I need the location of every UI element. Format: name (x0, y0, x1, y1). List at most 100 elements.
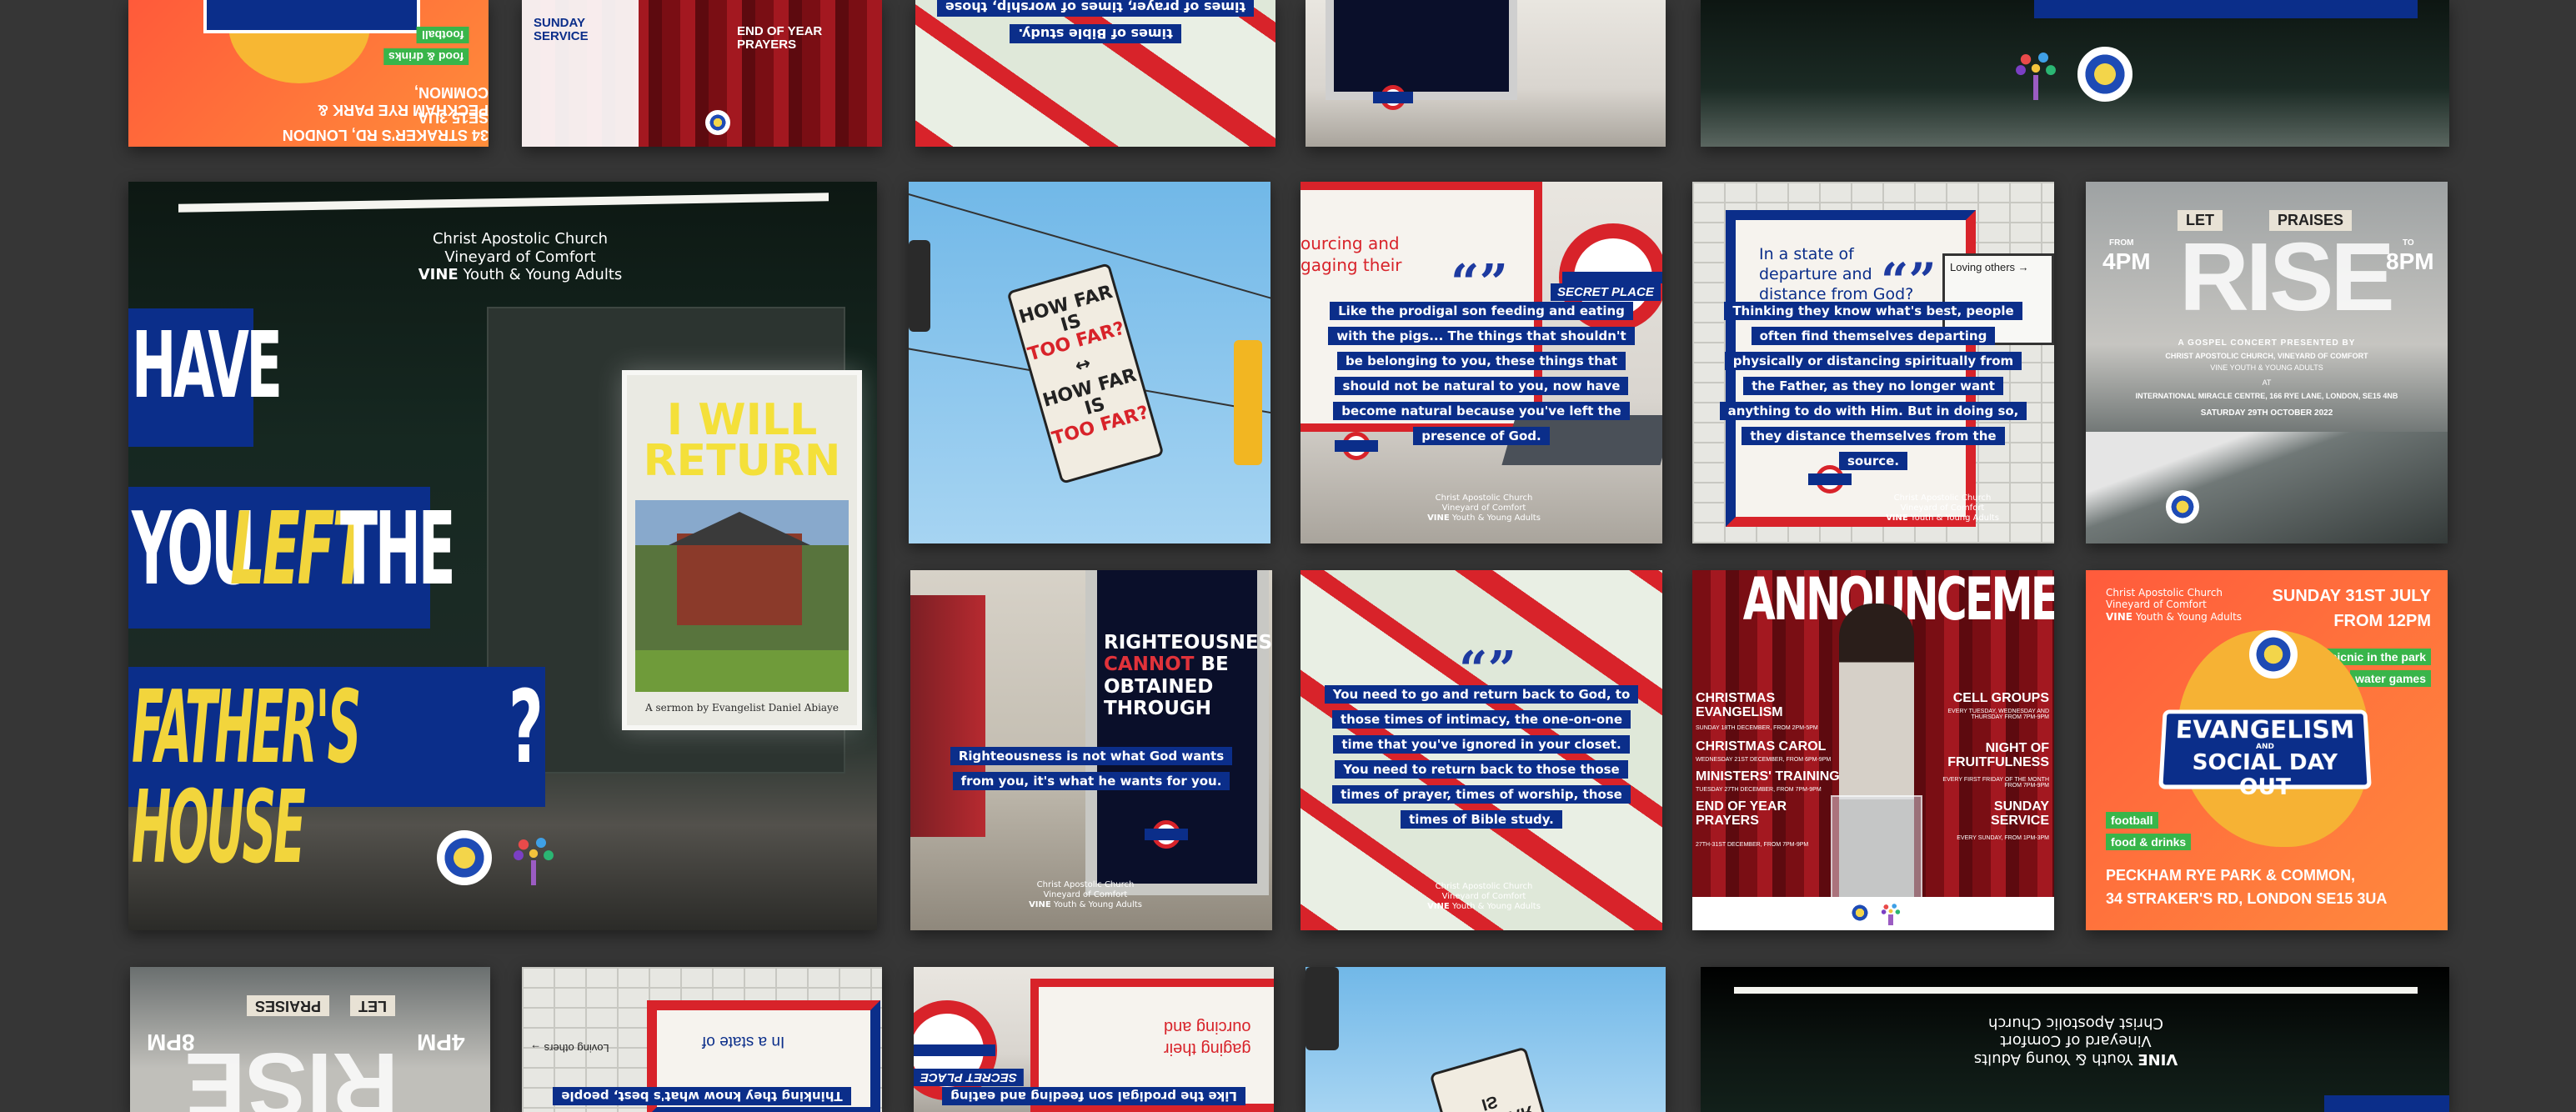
tile-how-far[interactable]: HOW FAR IS TOO FAR? ↔ HOW FAR IS TOO FAR… (909, 182, 1270, 543)
tile-top-return[interactable]: times of Bible study. times of prayer, t… (915, 0, 1275, 147)
poster-line-3: OBTAINED (1104, 676, 1254, 698)
right-item-1-detail: EVERY TUESDAY, WEDNESDAY AND THURSDAY FR… (1932, 709, 2049, 720)
tile-prodigal[interactable]: ourcing and gaging their “” SECRET PLACE… (1301, 182, 1662, 543)
tile-main-poster[interactable]: Christ Apostolic Church Vineyard of Comf… (128, 182, 877, 930)
rise-presenter: CHRIST APOSTOLIC CHURCH, VINEYARD OF COM… (2086, 352, 2448, 360)
right-item-1-title: CELL GROUPS (1932, 692, 2049, 706)
from-label: FROM (2109, 238, 2133, 248)
ceiling-light (1734, 987, 2418, 994)
church-credit: Christ Apostolic Church Vineyard of Comf… (1401, 882, 1567, 912)
tile-return[interactable]: “” You need to go and return back to God… (1301, 570, 1662, 930)
rise-presenter-2: VINE YOUTH & YOUNG ADULTS (2086, 363, 2448, 372)
church-branch: Vineyard of Comfort (2106, 599, 2273, 610)
praises-label: PRAISES (247, 995, 329, 1016)
church-name: Christ Apostolic Church (362, 230, 679, 248)
tile-righteousness[interactable]: RIGHTEOUSNESS CANNOT BE OBTAINED THROUGH… (910, 570, 1272, 930)
end-time: 8PM (2386, 248, 2434, 275)
prodigal-caption: Like the prodigal son feeding and eating… (1301, 298, 1662, 448)
caption-line: times of prayer, times of worship, those (1332, 785, 1631, 804)
tile-thinking[interactable]: In a state of departure and distance fro… (1692, 182, 2054, 543)
caption-line: presence of God. (1413, 427, 1549, 445)
tile-evangelism[interactable]: Christ Apostolic Church Vineyard of Comf… (2086, 570, 2448, 930)
book-house-image (635, 500, 849, 650)
vine-tree-icon (1879, 900, 1902, 925)
church-branch: Vineyard of Comfort (1859, 503, 2026, 513)
church-name: Christ Apostolic Church (1951, 1014, 2201, 1032)
church-branch: Vineyard of Comfort (1401, 503, 1567, 513)
start-time: 4PM (2102, 248, 2151, 275)
poster-line-4: THROUGH (1104, 698, 1254, 719)
caption-line: become natural because you've left the (1333, 402, 1629, 420)
tile-bottom-prodigal[interactable]: ourcing and gaging their SECRET PLACE Li… (914, 967, 1274, 1112)
footer-band (1692, 897, 2054, 930)
tile-top-banner[interactable] (1701, 0, 2449, 147)
church-name: Christ Apostolic Church (2106, 587, 2273, 599)
caption-line: should not be natural to you, now have (1335, 377, 1629, 395)
rise-at: AT (2086, 378, 2448, 387)
side-sign-label: Loving others → (530, 1042, 609, 1054)
church-name: Christ Apostolic Church (1401, 493, 1567, 503)
traffic-light-right (1234, 340, 1262, 465)
church-credit: Christ Apostolic Church Vineyard of Comf… (1401, 493, 1567, 523)
church-group: VINE Youth & Young Adults (1002, 900, 1169, 910)
right-item-2-title: NIGHT OF FRUITFULNESS (1932, 742, 2049, 770)
tile-bottom-rise[interactable]: LET PRAISES 8PM 4PM RISE (130, 967, 490, 1112)
left-item-2-detail: WEDNESDAY 21ST DECEMBER, FROM 6PM-9PM (1696, 757, 1837, 763)
book-lawn (635, 650, 849, 692)
caption-line: time that you've ignored in your closet. (1333, 735, 1629, 754)
tile-bottom-how-far[interactable]: HOW FAR IS (1306, 967, 1666, 1112)
tag-football: football (417, 27, 469, 43)
train-door (910, 595, 985, 837)
church-seal-icon (705, 110, 730, 135)
righteousness-caption: Righteousness is not what God wants from… (910, 744, 1272, 794)
underground-roundel-icon (1816, 465, 1844, 493)
left-item-4-title: END OF YEAR PRAYERS (1696, 800, 1812, 829)
headline-the: THE (340, 500, 453, 600)
headline-question-mark: ? (509, 679, 544, 779)
rise-venue: INTERNATIONAL MIRACLE CENTRE, 166 RYE LA… (2086, 392, 2448, 400)
tile-bottom-banner[interactable]: VINE Youth & Young Adults Vineyard of Co… (1701, 967, 2449, 1112)
rise-subtitle: A GOSPEL CONCERT PRESENTED BY (2086, 338, 2448, 348)
tile-top-announcements[interactable]: SUNDAY SERVICE END OF YEAR PRAYERS (522, 0, 882, 147)
house-shape (677, 533, 802, 625)
tile-bottom-thinking[interactable]: Loving others → In a state of Thinking t… (522, 967, 882, 1112)
caption-line: Righteousness is not what God wants (950, 747, 1232, 765)
church-credit: Christ Apostolic Church Vineyard of Comf… (2106, 587, 2273, 623)
caption-line: with the pigs... The things that shouldn… (1328, 327, 1634, 345)
tag-water-games: water games (2350, 670, 2431, 687)
tag-food-drinks: food & drinks (383, 48, 469, 65)
group-label: Youth & Young Adults (1452, 902, 1541, 911)
heading-b: gaging their (1301, 255, 1402, 275)
book-title: I WILL RETURN (635, 400, 849, 483)
end-of-year-label: END OF YEAR PRAYERS (737, 25, 854, 52)
heading-a: ourcing and (1164, 1017, 1251, 1036)
caption-line: the Father, as they no longer want (1743, 377, 2003, 395)
group-label: Youth & Young Adults (463, 266, 622, 283)
church-group: VINE Youth & Young Adults (1401, 513, 1567, 523)
house-roof (669, 512, 810, 545)
traffic-light-left (909, 240, 930, 332)
group-label: Youth & Young Adults (1054, 900, 1142, 909)
headline-block-fragment (2324, 1095, 2449, 1112)
tile-top-evangelism[interactable]: football food & drinks PECKHAM RYE PARK … (128, 0, 489, 147)
vine-label: VINE (2137, 1050, 2178, 1068)
poster-line-2: CANNOT BE (1104, 654, 1254, 675)
side-sign-label: Loving others → (1950, 261, 2047, 273)
tile-announcements[interactable]: ANNOUNCEMENTS CHRISTMAS EVANGELISM SUNDA… (1692, 570, 2054, 930)
start-time: 4PM (417, 1029, 465, 1055)
caption-line: anything to do with Him. But in doing so… (1720, 402, 2027, 420)
tile-top-righteousness[interactable] (1306, 0, 1666, 147)
heading-line-2: departure and (1759, 265, 1872, 283)
underground-roundel-icon (1381, 85, 1406, 110)
left-item-2-title: CHRISTMAS CAROL (1696, 740, 1837, 754)
church-branch: Vineyard of Comfort (362, 248, 679, 267)
tile-rise[interactable]: LET PRAISES FROM 4PM TO 8PM RISE A GOSPE… (2086, 182, 2448, 543)
group-label: Youth & Young Adults (1911, 513, 1999, 523)
caption-line: from you, it's what he wants for you. (953, 772, 1230, 790)
book-author: A sermon by Evangelist Daniel Abiaye (635, 702, 849, 714)
tag-food-drinks: food & drinks (2106, 834, 2191, 850)
poster-cannot: CANNOT (1104, 654, 1194, 675)
left-item-1-title: CHRISTMAS EVANGELISM (1696, 692, 1821, 720)
church-seal-icon (1847, 900, 1872, 925)
church-name: Christ Apostolic Church (1859, 493, 2026, 503)
